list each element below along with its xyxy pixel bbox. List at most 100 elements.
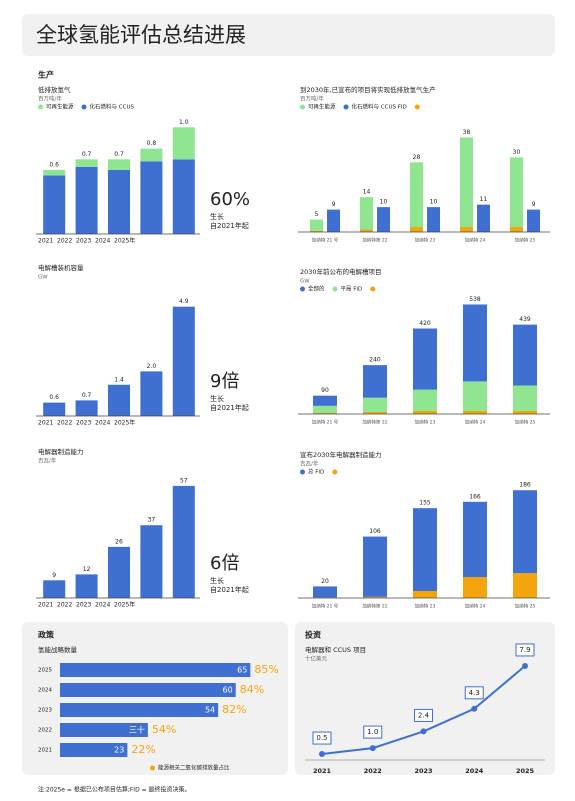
chart-title: 电解器和 CCUS 项目 (305, 645, 366, 654)
x-tick-label: 加纳特 23 (415, 419, 436, 426)
bar-segment (513, 324, 537, 386)
y-tick-label: 2023 (38, 708, 52, 714)
x-tick-label: 加纳特 24 (465, 419, 486, 426)
x-tick-label: 2021 (38, 602, 53, 609)
bar-segment (43, 170, 66, 176)
point (319, 751, 325, 758)
total-label: 420 (419, 320, 431, 327)
x-tick-label: 加纳特 25 (515, 603, 536, 610)
share-label: 82% (222, 703, 246, 716)
bar-segment (172, 159, 195, 234)
bar-segment (140, 525, 163, 598)
value-label: 23 (114, 746, 124, 755)
x-tick-label: 加纳特 25 (515, 419, 536, 426)
value-label: 2.0 (147, 363, 157, 370)
total-label: 155 (419, 500, 431, 507)
bar-segment (477, 204, 490, 232)
bar-segment (107, 384, 131, 416)
legend-swatch (332, 469, 338, 475)
value-label: 57 (180, 477, 188, 484)
x-tick-label: 2024 (95, 602, 110, 609)
total-label: 90 (321, 387, 329, 394)
value-label: 7.9 (519, 646, 530, 654)
x-tick-label: 加纳特 21 号 (312, 419, 339, 426)
label-box (312, 731, 332, 745)
total-label: 0.7 (114, 151, 124, 158)
value-label: 9 (332, 201, 336, 208)
value-label: 65 (237, 666, 247, 675)
bar-segment (463, 304, 487, 382)
total-label: 538 (469, 296, 481, 303)
total-label: 14 (363, 189, 371, 196)
value-label: 12 (83, 566, 91, 573)
bar-segment (360, 229, 373, 232)
x-tick-label: 2024 (95, 238, 110, 245)
x-tick-label: 加纳特第 22 (362, 419, 387, 426)
bar-segment (313, 405, 337, 413)
chart-subtitle: 百万吨/年 (300, 95, 324, 103)
x-tick-label: 2025年 (114, 419, 135, 427)
chart-subtitle: 十亿美元 (305, 655, 328, 663)
x-tick-label: 2021 (313, 767, 332, 775)
bar-segment (313, 412, 337, 414)
bar-segment (363, 411, 387, 414)
x-tick-label: 加纳特第 22 (362, 603, 387, 610)
value-label: 1.4 (114, 376, 124, 383)
value-label: 37 (148, 517, 156, 524)
bar-segment (172, 485, 195, 598)
total-label: 20 (321, 578, 329, 585)
bar-segment (463, 501, 487, 578)
bar-segment (460, 137, 473, 228)
legend-swatch (300, 104, 305, 110)
legend-swatch (300, 469, 305, 475)
legend-swatch (38, 104, 43, 110)
bar-segment (463, 410, 487, 414)
x-tick-label: 2021 (38, 420, 53, 427)
growth-figure: 6倍 (210, 553, 239, 574)
bar (60, 703, 219, 717)
share-label: 54% (152, 723, 176, 736)
bar-segment (413, 410, 437, 414)
chart-subtitle: GW (38, 275, 48, 281)
bar-segment (140, 148, 163, 162)
x-tick-label: 2023 (76, 238, 91, 245)
legend-label: 可再生能源 (308, 103, 336, 111)
x-tick-label: 2023 (76, 602, 91, 609)
chart-title: 电解器制造能力 (38, 447, 84, 456)
bar-segment (413, 328, 437, 390)
section-heading: 政策 (38, 630, 55, 640)
share-label: 85% (254, 663, 278, 676)
legend-label: 全部的 (308, 285, 325, 293)
x-tick-label: 2022 (364, 767, 382, 775)
bar-segment (43, 402, 66, 416)
x-tick-label: 2021 (38, 238, 53, 245)
x-tick-label: 加纳特 25 (515, 237, 536, 244)
total-label: 28 (413, 154, 421, 161)
bar-segment (75, 159, 98, 167)
share-label: 22% (131, 743, 155, 756)
bar-segment (310, 230, 323, 232)
bar-segment (427, 207, 440, 232)
bar-segment (363, 365, 387, 398)
bar-segment (313, 395, 337, 406)
x-tick-label: 加纳特 23 (415, 603, 436, 610)
total-label: 106 (369, 528, 381, 535)
chart-title: 宣布2030年电解器制造能力 (300, 450, 382, 459)
bar-segment (510, 227, 523, 232)
chart-title: 低排放氢气 (38, 85, 71, 94)
growth-figure: 9倍 (210, 371, 239, 392)
bar-segment (513, 385, 537, 411)
x-tick-label: 加纳特 21 号 (312, 603, 339, 610)
y-tick-label: 2025 (38, 668, 52, 674)
bar-segment (513, 490, 537, 574)
chart-title: 电解槽装机容量 (38, 263, 84, 272)
x-tick-label: 2023 (76, 420, 91, 427)
x-tick-label: 加纳特 21 号 (312, 237, 339, 244)
total-label: 240 (369, 357, 381, 364)
x-tick-label: 加纳特 24 (465, 603, 486, 610)
bar-segment (463, 381, 487, 411)
growth-note: 生长 (210, 576, 224, 585)
total-label: 0.6 (49, 162, 59, 169)
x-tick-label: 2022 (57, 602, 72, 609)
